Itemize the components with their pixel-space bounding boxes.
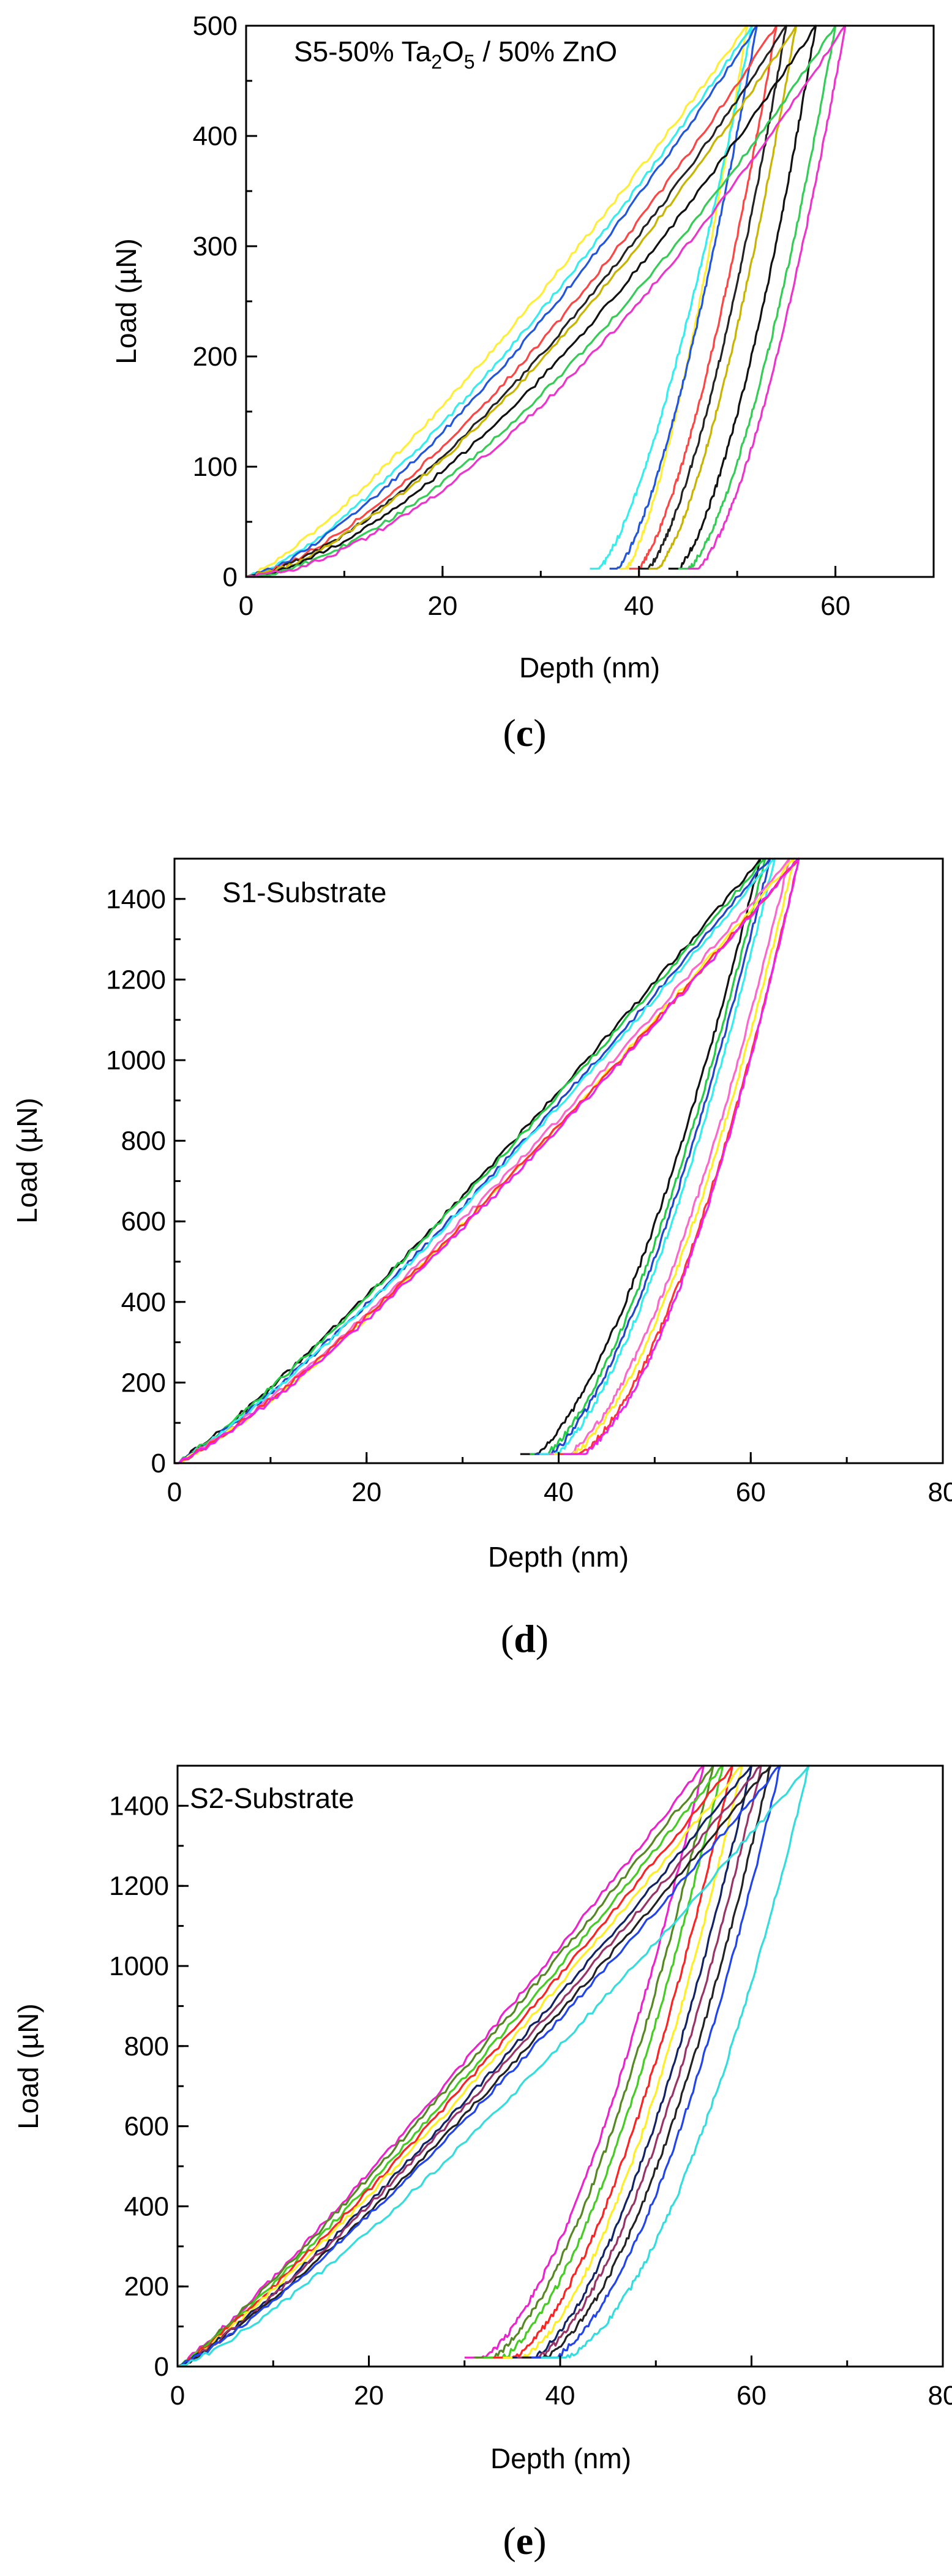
panel-label-e: (e) <box>503 2519 546 2563</box>
x-tick-label: 60 <box>736 2381 766 2411</box>
y-tick-label: 500 <box>193 11 238 41</box>
y-tick-label: 1400 <box>106 884 166 914</box>
x-tick-label: 60 <box>736 1477 766 1507</box>
y-tick-label: 400 <box>124 2191 169 2221</box>
panel-label-d: (d) <box>501 1617 549 1660</box>
x-tick-label: 20 <box>354 2381 384 2411</box>
y-tick-label: 0 <box>223 562 238 592</box>
x-tick-label: 40 <box>624 591 654 621</box>
x-tick-label: 80 <box>928 1477 952 1507</box>
y-tick-label: 800 <box>121 1126 166 1156</box>
y-tick-label: 1400 <box>109 1791 169 1821</box>
panel-label-c: (c) <box>503 711 546 755</box>
x-tick-label: 80 <box>928 2381 952 2411</box>
y-axis-title: Load (µN) <box>110 238 142 364</box>
y-tick-label: 800 <box>124 2032 169 2062</box>
y-tick-label: 1000 <box>106 1045 166 1075</box>
chart-title: S2-Substrate <box>190 1782 354 1814</box>
y-tick-label: 1000 <box>109 1951 169 1981</box>
x-tick-label: 40 <box>545 2381 575 2411</box>
y-tick-label: 300 <box>193 232 238 262</box>
y-tick-label: 400 <box>121 1287 166 1317</box>
y-tick-label: 100 <box>193 452 238 482</box>
y-tick-label: 1200 <box>109 1871 169 1901</box>
x-tick-label: 20 <box>427 591 457 621</box>
y-axis-title: Load (µN) <box>12 2003 44 2129</box>
chart-c: 0 20 40 60 0 100 200 300 400 500 S5-50% Ta2O5 / 5… <box>110 11 935 755</box>
y-axis-title: Load (µN) <box>11 1098 43 1223</box>
x-axis-title: Depth (nm) <box>490 2442 631 2474</box>
x-tick-label: 60 <box>820 591 850 621</box>
x-axis-title: Depth (nm) <box>488 1541 629 1573</box>
y-tick-label: 400 <box>193 121 238 151</box>
x-tick-label: 0 <box>170 2381 185 2411</box>
y-tick-label: 0 <box>154 2352 169 2382</box>
y-tick-label: 600 <box>124 2112 169 2142</box>
y-tick-label: 0 <box>151 1448 166 1478</box>
chart-title: S5-50% Ta2O5 / 50% ZnO <box>294 36 617 73</box>
x-tick-label: 40 <box>544 1477 574 1507</box>
y-tick-label: 1200 <box>106 965 166 995</box>
y-tick-label: 200 <box>193 342 238 372</box>
chart-title: S1-Substrate <box>222 876 386 908</box>
y-tick-label: 200 <box>121 1368 166 1398</box>
plot-area <box>178 1766 943 2367</box>
x-tick-label: 0 <box>239 591 253 621</box>
x-axis-title: Depth (nm) <box>519 652 660 684</box>
x-tick-label: 0 <box>167 1477 182 1507</box>
tick-group: 0 20 40 60 0 100 200 300 400 500 <box>193 11 935 621</box>
x-tick-label: 20 <box>351 1477 381 1507</box>
y-tick-label: 600 <box>121 1207 166 1237</box>
y-tick-label: 200 <box>124 2272 169 2302</box>
plot-area <box>174 859 943 1463</box>
